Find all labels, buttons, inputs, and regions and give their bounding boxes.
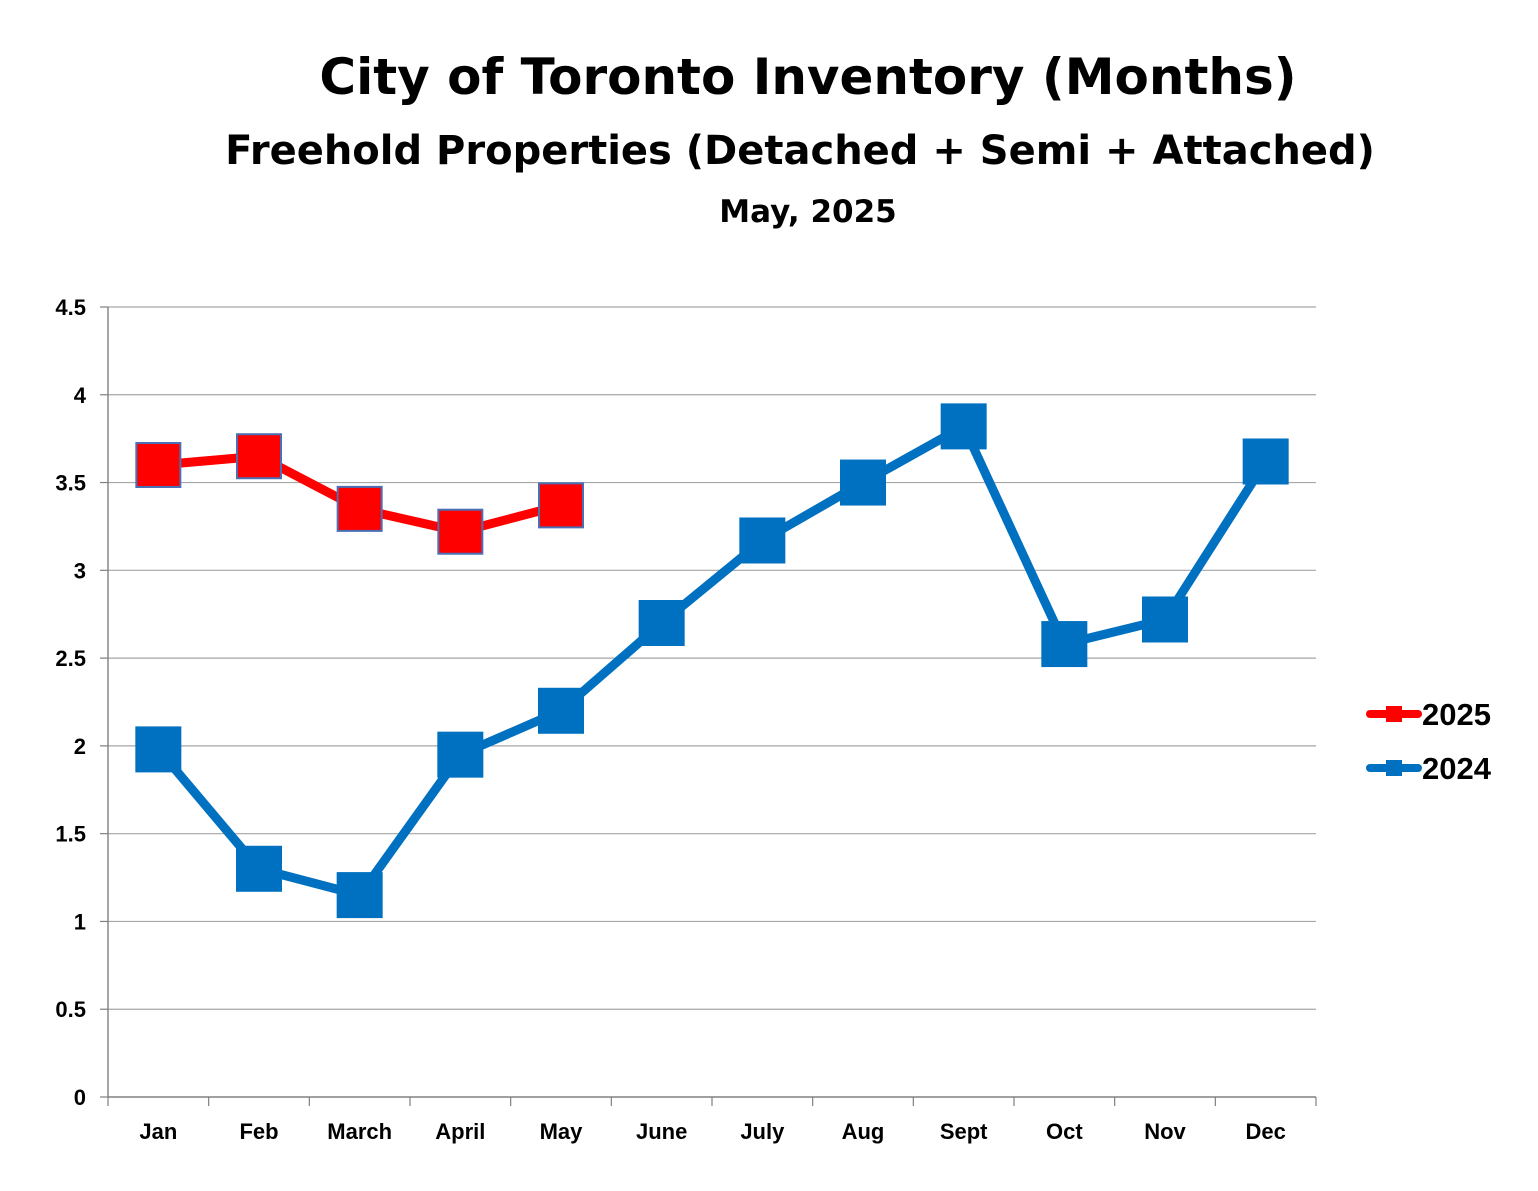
y-tick-label: 1.5: [55, 822, 86, 847]
legend-marker: [1386, 706, 1402, 722]
y-tick-label: 2.5: [55, 646, 86, 671]
x-tick-label: Dec: [1245, 1119, 1285, 1144]
x-tick-label: Feb: [239, 1119, 278, 1144]
data-point-2025: [236, 433, 282, 480]
y-tick-label: 1: [74, 909, 86, 934]
data-point-2024: [236, 845, 282, 892]
chart-date-label: May, 2025: [719, 194, 897, 230]
x-tick-label: April: [435, 1119, 485, 1144]
series-2025: [135, 433, 584, 555]
y-tick-label: 2: [74, 734, 86, 759]
y-tick-label: 3.5: [55, 471, 86, 496]
y-tick-label: 0.5: [55, 997, 86, 1022]
series-layer: [135, 403, 1289, 919]
x-tick-label: March: [327, 1119, 392, 1144]
data-point-2024: [538, 687, 584, 734]
data-point-2024: [1242, 438, 1289, 485]
data-point-2024: [739, 517, 786, 564]
x-axis-ticks: Jan Feb March April May June July Aug Sept Oct Nov…: [139, 1119, 1285, 1144]
series-line-2024: [153, 421, 1271, 900]
data-point-2024: [336, 872, 383, 919]
y-tick-label: 4: [74, 383, 87, 408]
y-tick-label: 0: [74, 1085, 86, 1110]
data-point-2024: [437, 731, 484, 778]
x-tick-label: June: [636, 1119, 687, 1144]
data-point-2024: [1142, 596, 1188, 643]
x-tick-label: July: [740, 1119, 785, 1144]
legend-entry-2024: 2024: [1366, 751, 1492, 786]
x-tick-label: Sept: [940, 1119, 988, 1144]
chart-title: City of Toronto Inventory (Months): [319, 48, 1297, 106]
x-tick-label: May: [540, 1119, 584, 1144]
y-tick-label: 4.5: [55, 295, 86, 320]
y-axis-ticks: 0 0.5 1 1.5 2 2.5 3 3.5 4 4.5: [55, 295, 86, 1110]
data-point-2025: [538, 482, 584, 529]
x-tick-label: Nov: [1144, 1119, 1186, 1144]
data-point-2025: [135, 442, 182, 488]
x-tick-label: Aug: [842, 1119, 885, 1144]
series-2024: [135, 403, 1289, 919]
x-tick-label: Oct: [1046, 1119, 1083, 1144]
legend-marker: [1386, 760, 1402, 776]
legend-label: 2024: [1422, 751, 1492, 786]
data-point-2025: [336, 485, 383, 532]
data-point-2024: [135, 726, 182, 773]
data-point-2024: [638, 600, 685, 646]
legend-label: 2025: [1422, 697, 1491, 732]
legend-entry-2025: 2025: [1366, 697, 1491, 732]
data-point-2025: [437, 508, 484, 555]
data-point-2024: [1041, 621, 1088, 668]
data-point-2024: [940, 403, 987, 450]
legend: 2025 2024: [1366, 697, 1492, 786]
data-point-2024: [840, 459, 886, 506]
axes: [100, 306, 1317, 1106]
y-tick-label: 3: [74, 558, 86, 583]
x-tick-label: Jan: [139, 1119, 177, 1144]
gridlines: [108, 306, 1316, 1010]
chart-subtitle: Freehold Properties (Detached + Semi + A…: [225, 128, 1375, 174]
